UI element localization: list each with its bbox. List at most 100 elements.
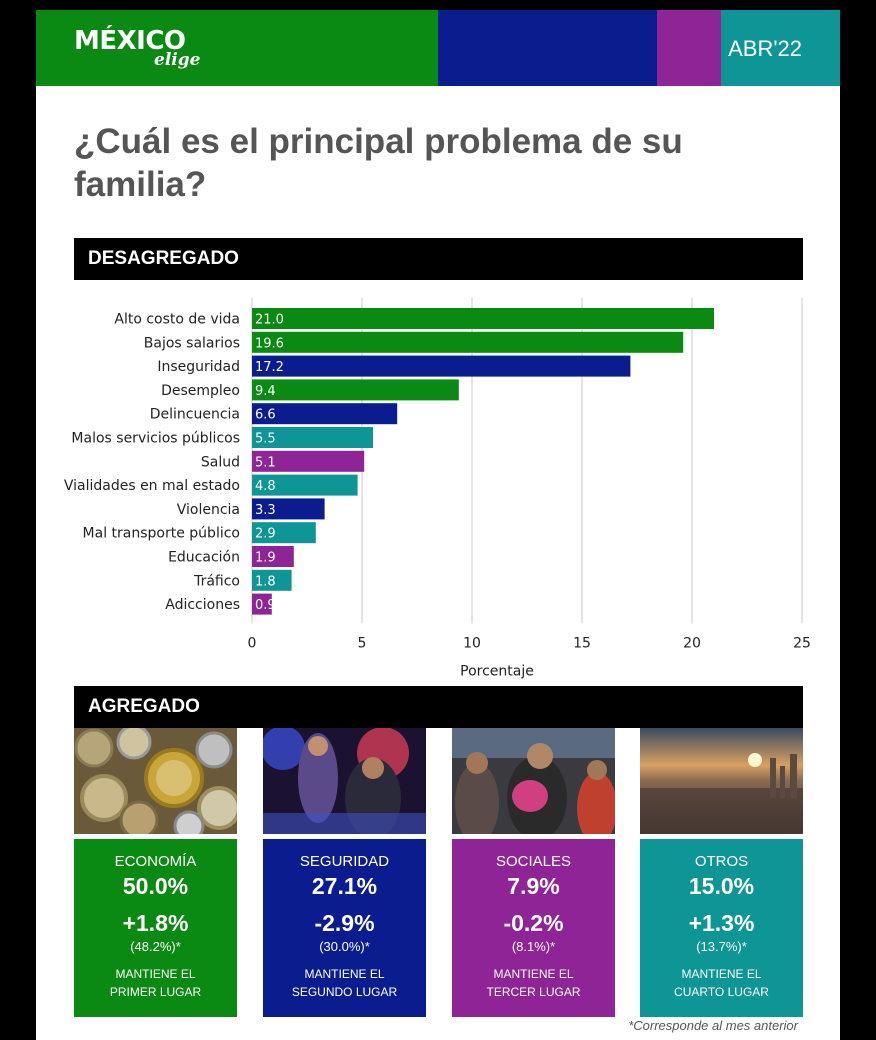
people-crowd-photo	[452, 728, 617, 844]
category-label: Inseguridad	[157, 359, 240, 375]
card-rank-note-line2: PRIMER LUGAR	[109, 985, 202, 999]
value-label: 21.0	[255, 313, 284, 328]
category-label: Vialidades en mal estado	[64, 478, 240, 494]
x-tick-label: 5	[358, 635, 367, 651]
bar	[252, 569, 292, 591]
card-rank-note-line1: MANTIENE EL	[681, 967, 762, 981]
category-label: Educación	[168, 550, 240, 566]
card-sociales-body: SOCIALES 7.9% -0.2% (8.1%)* MANTIENE EL …	[452, 839, 615, 1017]
card-change: -2.9%	[314, 910, 375, 936]
card-previous-value: (30.0%)*	[319, 939, 370, 954]
category-label: Mal transporte público	[83, 526, 240, 542]
bar	[252, 474, 358, 496]
category-label: Salud	[201, 454, 240, 470]
x-tick-label: 10	[463, 635, 481, 651]
x-tick-label: 0	[248, 635, 257, 651]
logo-main-text: MÉXICO	[74, 26, 186, 56]
category-label: Violencia	[177, 502, 240, 518]
header-banner: MÉXICO elige ABR'22	[36, 10, 840, 86]
header-teal-block	[721, 10, 840, 86]
footnote: *Corresponde al mes anterior	[628, 1018, 798, 1033]
bar	[252, 498, 325, 520]
value-label: 1.9	[255, 551, 276, 566]
header-purple-block	[657, 10, 721, 86]
bar	[252, 308, 714, 329]
category-label: Desempleo	[161, 383, 240, 399]
x-axis-label: Porcentaje	[460, 663, 534, 679]
card-rank-note-line1: MANTIENE EL	[304, 967, 385, 981]
value-label: 19.6	[255, 336, 284, 351]
x-tick-label: 25	[793, 635, 811, 651]
card-rank-note: MANTIENE EL CUARTO LUGAR	[640, 965, 803, 1001]
bar	[252, 379, 459, 401]
card-percentage: 50.0%	[122, 873, 189, 899]
card-rank-note: MANTIENE EL TERCER LUGAR	[452, 965, 615, 1001]
card-category-name: ECONOMÍA	[114, 853, 197, 870]
card-rank-note-line2: TERCER LUGAR	[486, 985, 581, 999]
bar	[252, 331, 684, 353]
bar-chart: 0 5 10 15 20 25 Alto costo de vida 21.0 Bajos sa…	[64, 298, 811, 679]
card-rank-note: MANTIENE EL PRIMER LUGAR	[74, 965, 237, 1001]
card-change: +1.8%	[122, 910, 189, 936]
section-header-desagregado: DESAGREGADO	[74, 238, 803, 280]
card-percentage: 27.1%	[311, 873, 378, 899]
card-percentage: 15.0%	[688, 873, 755, 899]
value-label: 1.8	[255, 574, 276, 589]
bar	[252, 546, 294, 567]
value-label: 17.2	[255, 360, 284, 375]
bar	[252, 427, 373, 448]
card-economia: ECONOMÍA 50.0% +1.8% (48.2%)* MANTIENE E…	[74, 724, 241, 1017]
date-label: ABR'22	[728, 36, 802, 61]
header-blue-block	[438, 10, 657, 86]
card-change: -0.2%	[503, 910, 564, 936]
card-category-name: SEGURIDAD	[299, 853, 390, 870]
infographic-page: MÉXICO elige ABR'22 ¿Cuál es el principa…	[36, 10, 840, 1040]
value-label: 2.9	[255, 527, 276, 542]
category-label: Delincuencia	[150, 407, 240, 423]
value-label: 5.5	[255, 432, 276, 447]
card-previous-value: (48.2%)*	[130, 939, 181, 954]
category-label: Adicciones	[165, 597, 240, 613]
bar	[252, 355, 631, 377]
header-green-block	[36, 10, 438, 86]
coins-photo	[74, 724, 241, 842]
card-economia-body: ECONOMÍA 50.0% +1.8% (48.2%)* MANTIENE E…	[74, 839, 237, 1017]
bar	[252, 450, 365, 472]
card-rank-note-line1: MANTIENE EL	[115, 967, 196, 981]
category-label: Tráfico	[193, 573, 240, 589]
bar	[252, 403, 398, 425]
card-rank-note-line2: CUARTO LUGAR	[674, 985, 769, 999]
card-previous-value: (13.7%)*	[696, 939, 747, 954]
card-otros: OTROS 15.0% +1.3% (13.7%)* MANTIENE EL C…	[640, 728, 803, 1017]
card-seguridad: SEGURIDAD 27.1% -2.9% (30.0%)* MANTIENE …	[261, 726, 426, 1017]
value-label: 5.1	[255, 455, 276, 470]
city-skyline-photo	[640, 728, 803, 834]
bar	[252, 522, 316, 544]
value-label: 9.4	[255, 384, 276, 399]
card-previous-value: (8.1%)*	[511, 939, 556, 954]
value-label: 4.8	[255, 479, 276, 494]
section-header-agregado: AGREGADO	[74, 686, 803, 728]
x-tick-label: 20	[683, 635, 701, 651]
card-seguridad-body: SEGURIDAD 27.1% -2.9% (30.0%)* MANTIENE …	[263, 839, 426, 1017]
card-otros-body: OTROS 15.0% +1.3% (13.7%)* MANTIENE EL C…	[640, 839, 803, 1017]
value-label: 3.3	[255, 503, 276, 518]
x-tick-label: 15	[573, 635, 591, 651]
bar	[252, 593, 272, 615]
page-title: ¿Cuál es el principal problema de su fam…	[74, 122, 683, 204]
logo-sub-text: elige	[154, 50, 201, 70]
mexico-elige-logo: MÉXICO elige	[74, 26, 200, 70]
card-category-name: SOCIALES	[495, 853, 572, 870]
card-rank-note-line1: MANTIENE EL	[493, 967, 574, 981]
card-rank-note-line2: SEGUNDO LUGAR	[291, 985, 398, 999]
card-sociales: SOCIALES 7.9% -0.2% (8.1%)* MANTIENE EL …	[452, 728, 617, 1017]
category-label: Bajos salarios	[144, 335, 240, 351]
value-label: 6.6	[255, 408, 276, 423]
value-label: 0.9	[255, 598, 276, 613]
police-arrest-photo	[261, 726, 426, 838]
card-category-name: OTROS	[694, 853, 749, 870]
card-percentage: 7.9%	[507, 873, 560, 899]
category-label: Malos servicios públicos	[71, 431, 240, 447]
card-rank-note: MANTIENE EL SEGUNDO LUGAR	[263, 965, 426, 1001]
category-label: Alto costo de vida	[114, 312, 240, 328]
